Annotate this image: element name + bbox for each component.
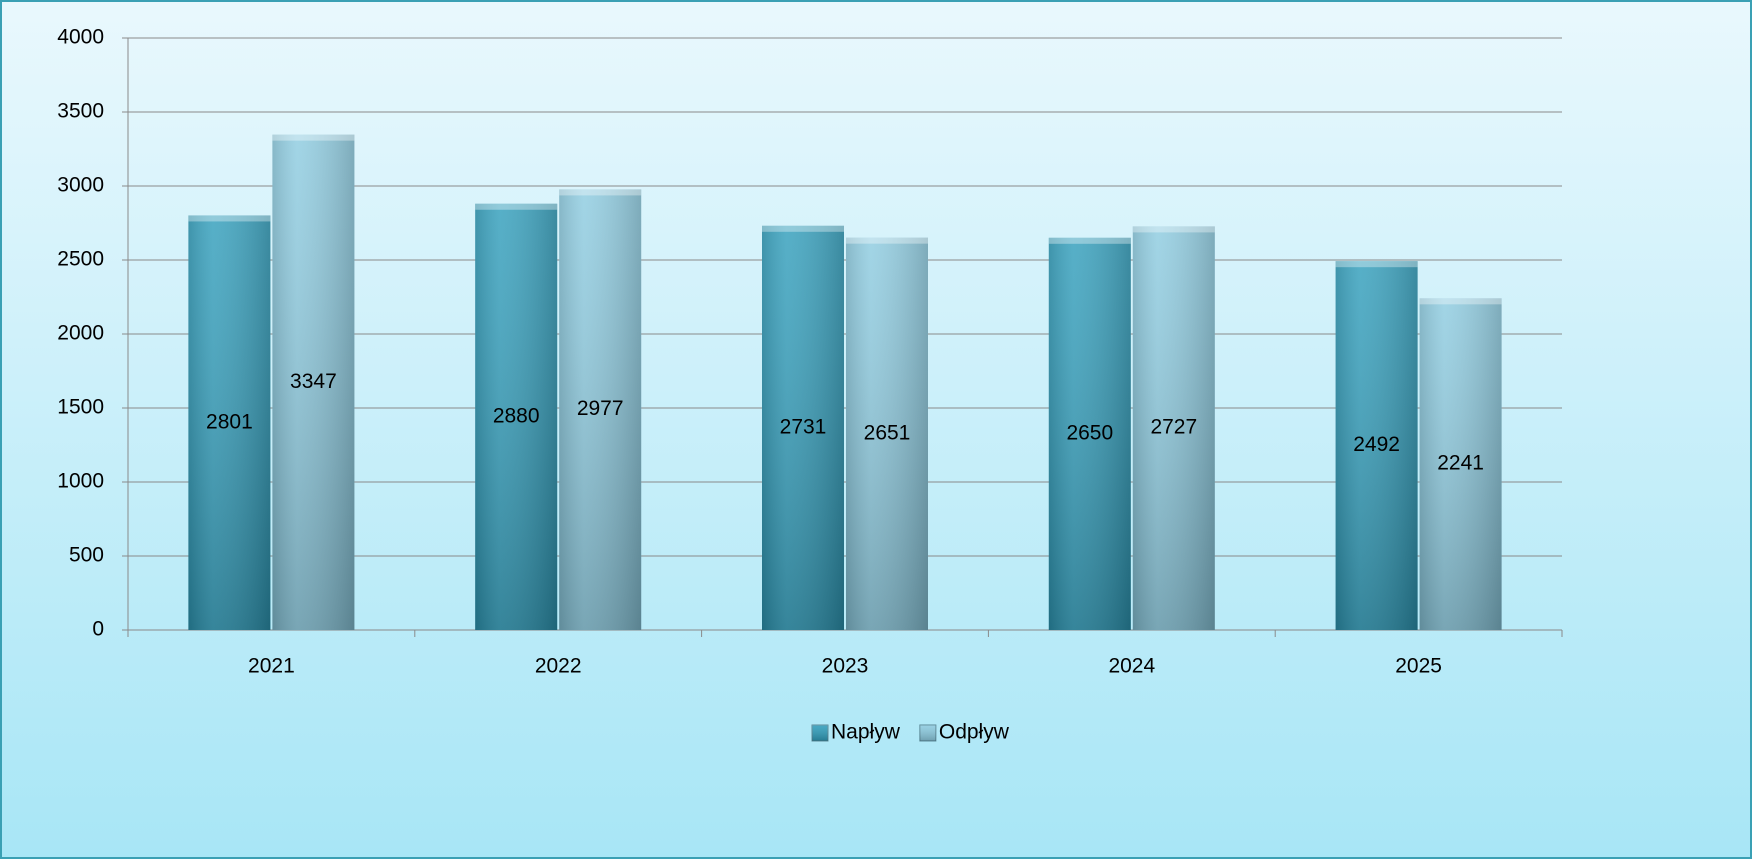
bar-side [1132, 226, 1215, 631]
bar-cap [559, 189, 642, 196]
y-tick-label: 1000 [57, 470, 104, 493]
bar-cap [762, 225, 844, 232]
y-tick-label: 3500 [57, 100, 104, 123]
data-label: 2880 [493, 404, 540, 427]
bar-cap [1419, 298, 1502, 305]
x-tick-label: 2021 [248, 655, 295, 678]
bar-side [559, 189, 642, 631]
data-label: 2241 [1437, 452, 1484, 475]
bar-cap [475, 203, 558, 210]
data-label: 2977 [577, 397, 624, 420]
bar-cap [1132, 226, 1215, 233]
y-tick-label: 1500 [57, 396, 104, 419]
bar-cap [1335, 261, 1418, 268]
bar-side [762, 225, 844, 630]
x-tick-label: 2024 [1108, 655, 1155, 678]
data-label: 2731 [780, 415, 827, 438]
legend-swatch-shade [812, 725, 828, 741]
y-tick-label: 4000 [57, 26, 104, 49]
data-label: 3347 [290, 370, 337, 393]
bar-side [272, 134, 355, 631]
data-label: 2492 [1353, 433, 1400, 456]
bar-side [475, 203, 558, 630]
y-tick-label: 2500 [57, 248, 104, 271]
data-label: 2650 [1066, 421, 1113, 444]
legend-label: Odpływ [939, 721, 1010, 744]
x-tick-label: 2022 [535, 655, 582, 678]
bar-side [1335, 261, 1418, 630]
x-tick-label: 2025 [1395, 655, 1442, 678]
data-label: 2727 [1150, 416, 1197, 439]
y-tick-label: 500 [69, 544, 104, 567]
bar-side [1419, 298, 1502, 630]
bar-side [1048, 237, 1131, 631]
y-tick-label: 3000 [57, 174, 104, 197]
bar-side [846, 237, 928, 631]
bar-cap [272, 134, 355, 141]
bar-cap [188, 215, 271, 222]
bar-cap [846, 237, 928, 244]
data-label: 2801 [206, 410, 253, 433]
y-tick-label: 2000 [57, 322, 104, 345]
legend-label: Napływ [831, 721, 901, 744]
bar-cap [1048, 237, 1131, 244]
x-tick-label: 2023 [822, 655, 869, 678]
legend-swatch-shade [919, 725, 936, 741]
bar-side [188, 215, 271, 630]
data-label: 2651 [864, 421, 911, 444]
y-tick-label: 0 [92, 618, 104, 641]
